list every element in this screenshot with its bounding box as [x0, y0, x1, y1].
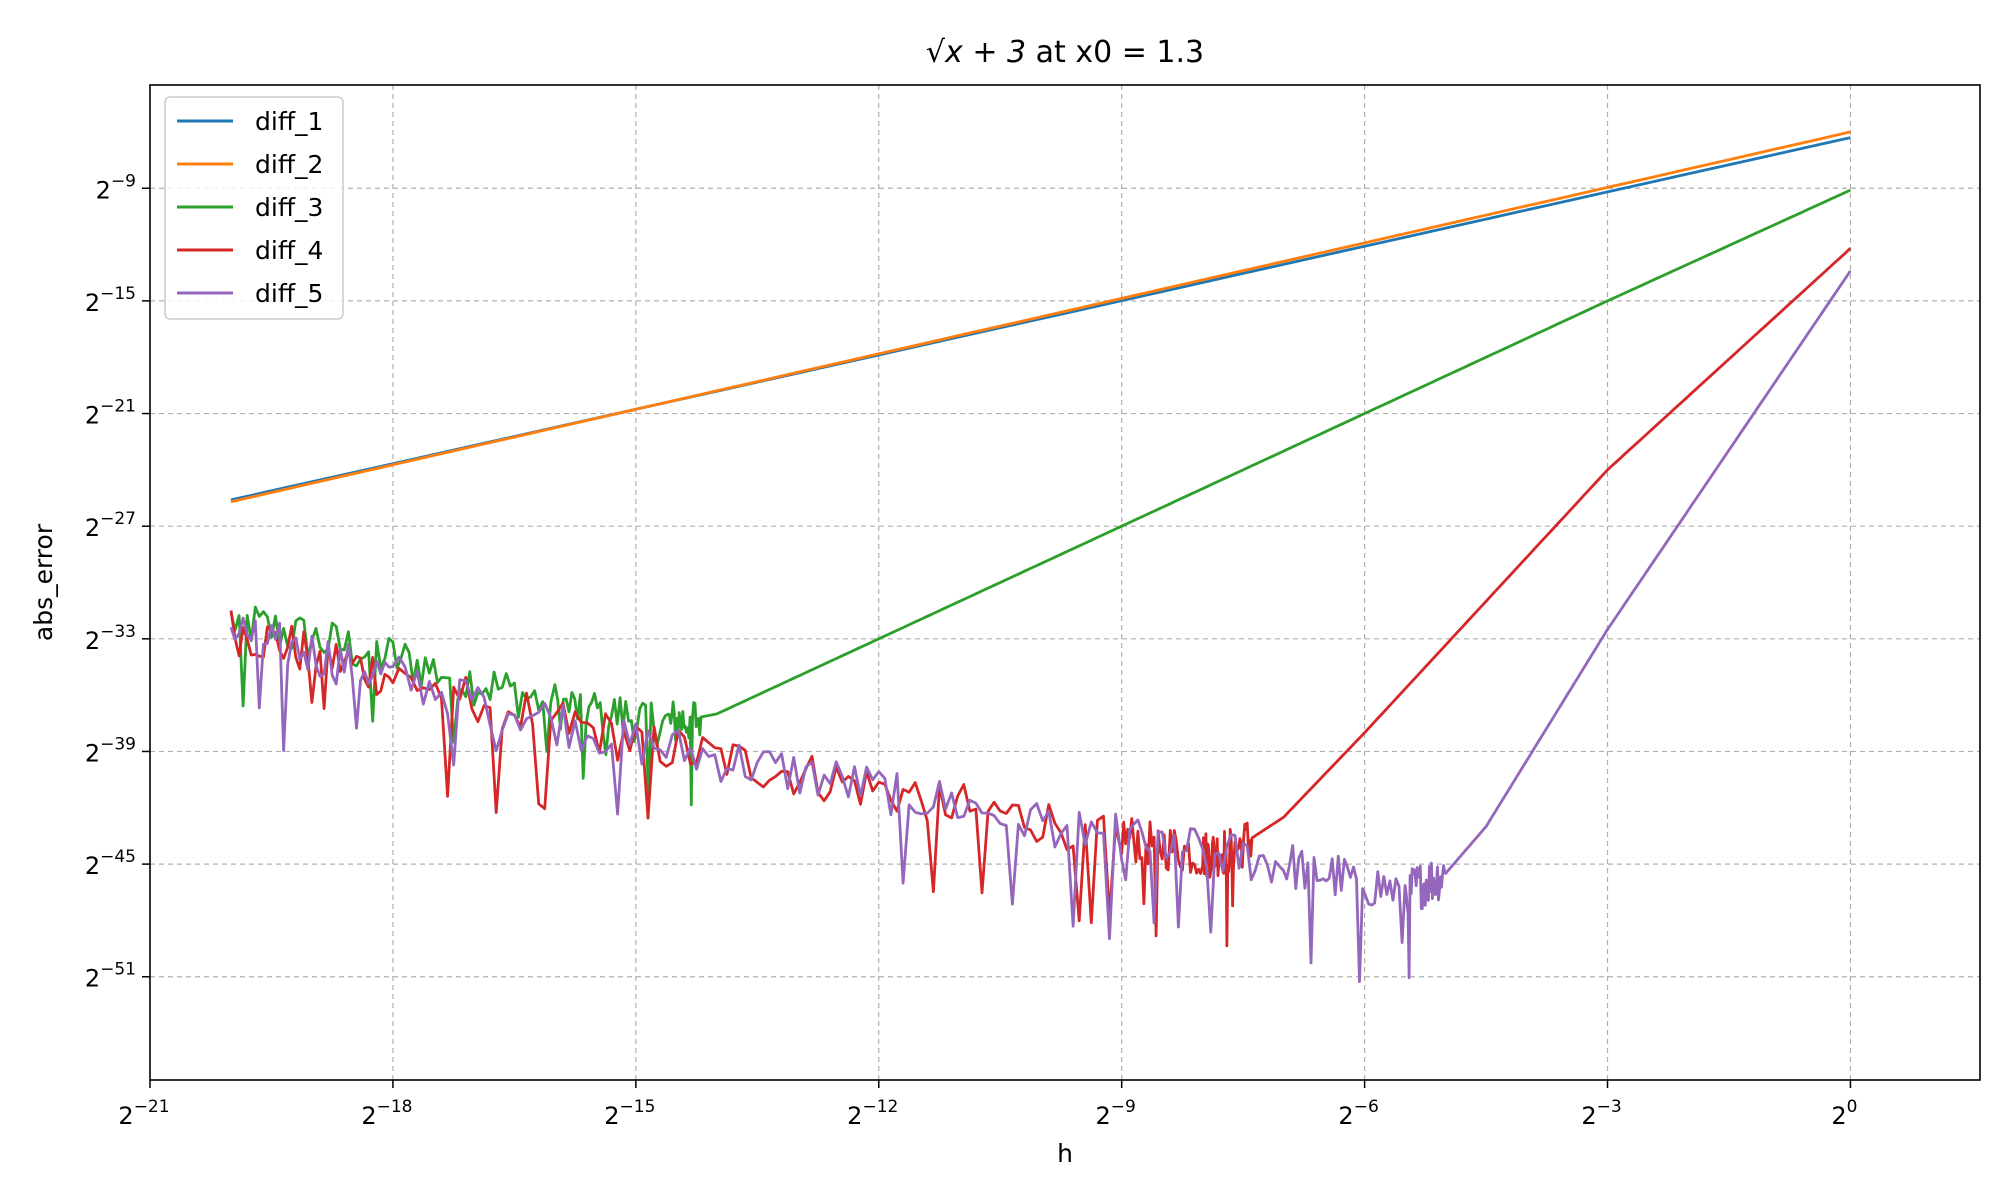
x-axis-label: h — [1057, 1139, 1073, 1168]
series-line-diff_4 — [229, 247, 1852, 948]
legend-label-diff_5: diff_5 — [255, 279, 323, 308]
y-axis-ticks: 2−9 2−15 2−21 2−27 2−33 2−39 2−45 2−51 — [85, 171, 150, 993]
x-tick-label: 2−15 — [604, 1097, 655, 1130]
x-axis-ticks: 2−21 2−18 2−15 2−12 2−9 2−6 2−3 20 — [118, 1080, 1857, 1130]
legend-label-diff_4: diff_4 — [255, 236, 323, 265]
x-tick-label: 2−9 — [1096, 1097, 1136, 1130]
x-tick-label: 20 — [1831, 1097, 1857, 1130]
legend-label-diff_1: diff_1 — [255, 107, 323, 136]
legend-label-diff_3: diff_3 — [255, 193, 323, 222]
series-lines — [229, 130, 1852, 983]
x-tick-label: 2−6 — [1338, 1097, 1378, 1130]
x-tick-label: 2−21 — [118, 1097, 169, 1130]
y-tick-label: 2−9 — [96, 171, 136, 204]
plot-frame — [149, 84, 1981, 1081]
x-tick-label: 2−3 — [1581, 1097, 1621, 1130]
chart-title-math: √x + 3 — [926, 35, 1026, 70]
y-axis-label: abs_error — [29, 523, 58, 641]
series-line-diff_2 — [230, 130, 1851, 504]
y-tick-label: 2−45 — [85, 847, 136, 880]
y-tick-label: 2−21 — [85, 397, 136, 430]
y-tick-label: 2−39 — [85, 734, 136, 767]
x-tick-label: 2−18 — [361, 1097, 412, 1130]
series-line-diff_3 — [229, 188, 1851, 807]
grid-lines — [150, 85, 1980, 1080]
legend-label-diff_2: diff_2 — [255, 150, 323, 179]
y-tick-label: 2−27 — [85, 509, 136, 542]
legend: diff_1 diff_2 diff_3 diff_4 diff_5 — [164, 96, 344, 320]
chart-title-suffix: at x0 = 1.3 — [1026, 35, 1204, 70]
x-tick-label: 2−12 — [847, 1097, 898, 1130]
series-line-diff_5 — [229, 270, 1852, 983]
y-tick-label: 2−51 — [85, 960, 136, 993]
y-tick-label: 2−15 — [85, 284, 136, 317]
legend-box — [164, 96, 344, 320]
chart-title: √x + 3 at x0 = 1.3 — [926, 35, 1204, 70]
y-tick-label: 2−33 — [85, 622, 136, 655]
